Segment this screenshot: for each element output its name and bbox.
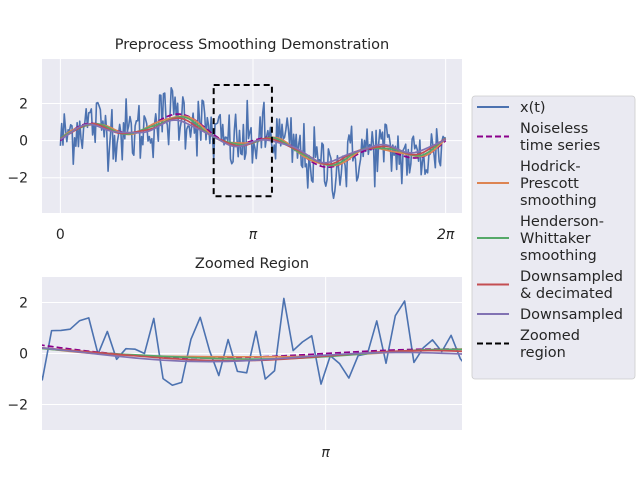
zoom-series-5 <box>42 347 462 363</box>
legend-label-1-0: Noiseless <box>520 121 588 137</box>
zoom-plot-ticks: π −2 0 2 <box>7 296 330 462</box>
legend-label-4-1: & decimated <box>520 286 613 302</box>
main-ytick-label-1: 0 <box>19 134 28 150</box>
zoom-ytick-label-2: 2 <box>19 296 28 312</box>
main-plot-series <box>59 86 447 200</box>
legend-label-4-0: Downsampled <box>520 269 623 285</box>
main-plot-grid <box>42 59 462 213</box>
zoom-plot-series <box>42 297 462 387</box>
legend-label-2-1: Prescott <box>520 176 579 192</box>
main-xtick-label-1: π <box>249 227 258 243</box>
main-ytick-label-2: 2 <box>19 97 28 113</box>
main-xtick-label-2: 2π <box>437 227 455 243</box>
legend-label-3-0: Henderson- <box>520 214 604 230</box>
legend-label-6-0: Zoomed <box>520 328 580 344</box>
main-xtick-label-0: 0 <box>56 227 65 243</box>
main-series-5 <box>59 119 447 164</box>
legend-label-3-1: Whittaker <box>520 231 591 247</box>
legend-label-0-0: x(t) <box>520 100 546 116</box>
main-ytick-label-0: −2 <box>7 171 28 187</box>
legend-label-2-0: Hodrick- <box>520 159 581 175</box>
legend-label-2-2: smoothing <box>520 193 597 209</box>
legend-label-6-1: region <box>520 345 566 361</box>
legend-label-3-2: smoothing <box>520 248 597 264</box>
zoom-plot: Zoomed Region π −2 0 2 <box>7 256 462 462</box>
zoom-plot-title: Zoomed Region <box>195 256 309 272</box>
zoom-xtick-label-0: π <box>321 445 330 461</box>
legend-label-5-0: Downsampled <box>520 307 623 323</box>
zoom-series-0 <box>42 297 462 387</box>
legend-label-1-1: time series <box>520 138 600 154</box>
main-plot: Preprocess Smoothing Demonstration 0 π 2π −… <box>7 37 462 243</box>
zoom-ytick-label-0: −2 <box>7 398 28 414</box>
zoom-ytick-label-1: 0 <box>19 347 28 363</box>
main-plot-zoom-box-layer <box>212 83 273 198</box>
main-plot-ticks: 0 π 2π −2 0 2 <box>7 97 455 243</box>
main-plot-title: Preprocess Smoothing Demonstration <box>115 37 390 53</box>
legend-frame <box>471 95 636 380</box>
main-series-0 <box>59 86 447 200</box>
zoom-region-box <box>212 83 273 198</box>
